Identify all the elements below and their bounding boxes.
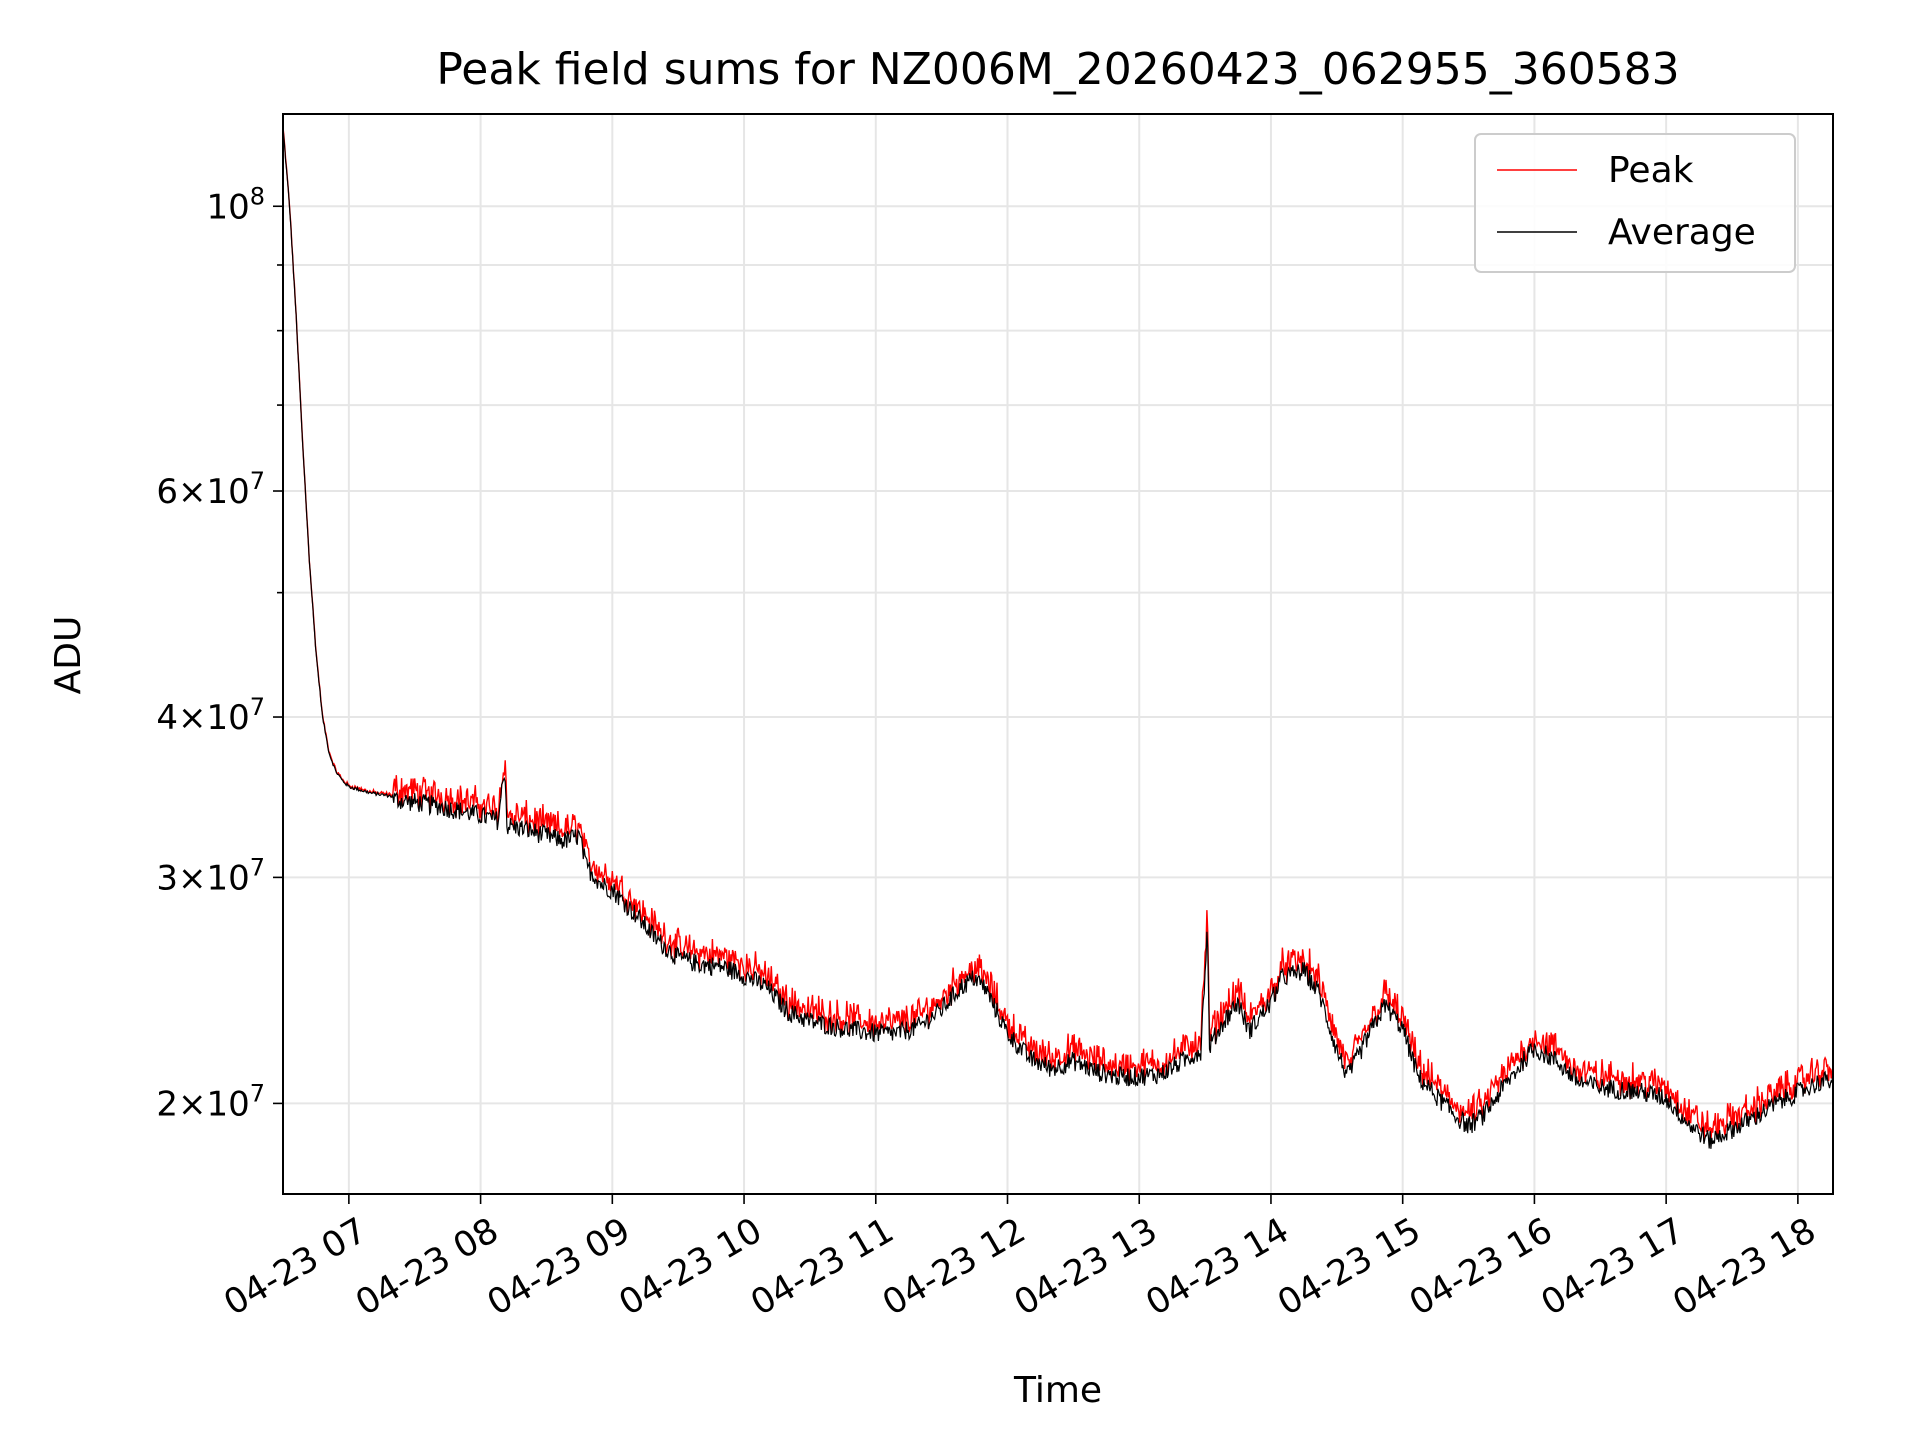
series-line-average — [283, 127, 1833, 1149]
y-tick-base: 10 — [206, 472, 249, 512]
y-tick-base: 10 — [206, 1084, 249, 1124]
y-tick-exponent: 7 — [250, 467, 265, 495]
legend: Peak Average — [1474, 133, 1796, 273]
series-line-peak — [283, 127, 1833, 1142]
y-tick-mantissa: 3 — [156, 858, 178, 898]
y-tick-times: × — [178, 1084, 207, 1124]
y-tick-exponent: 7 — [250, 693, 265, 721]
y-tick-base: 10 — [206, 858, 249, 898]
y-tick-label: 6×107 — [156, 467, 265, 512]
plot-area-frame — [282, 113, 1834, 1195]
y-tick-exponent: 7 — [250, 1079, 265, 1107]
y-tick-mantissa: 6 — [156, 472, 178, 512]
y-tick-label: 2×107 — [156, 1079, 265, 1124]
legend-label: Average — [1608, 212, 1756, 253]
y-axis-label: ADU — [48, 616, 89, 695]
y-tick-base: 10 — [206, 698, 249, 738]
y-tick-label: 4×107 — [156, 693, 265, 738]
y-tick-exponent: 7 — [250, 853, 265, 881]
y-tick-base: 10 — [206, 187, 249, 227]
y-tick-label: 108 — [206, 182, 265, 227]
series-lines — [283, 127, 1833, 1149]
x-axis-label: Time — [1013, 1370, 1102, 1411]
y-tick-times: × — [178, 858, 207, 898]
y-tick-times: × — [178, 698, 207, 738]
chart-title: Peak field sums for NZ006M_20260423_0629… — [436, 44, 1679, 95]
legend-box — [1474, 133, 1796, 273]
y-tick-times: × — [178, 472, 207, 512]
y-tick-label: 3×107 — [156, 853, 265, 898]
legend-label: Peak — [1608, 150, 1694, 191]
y-tick-exponent: 8 — [250, 182, 265, 210]
grid — [283, 114, 1833, 1194]
y-tick-mantissa: 4 — [156, 698, 178, 738]
y-tick-mantissa: 2 — [156, 1084, 178, 1124]
